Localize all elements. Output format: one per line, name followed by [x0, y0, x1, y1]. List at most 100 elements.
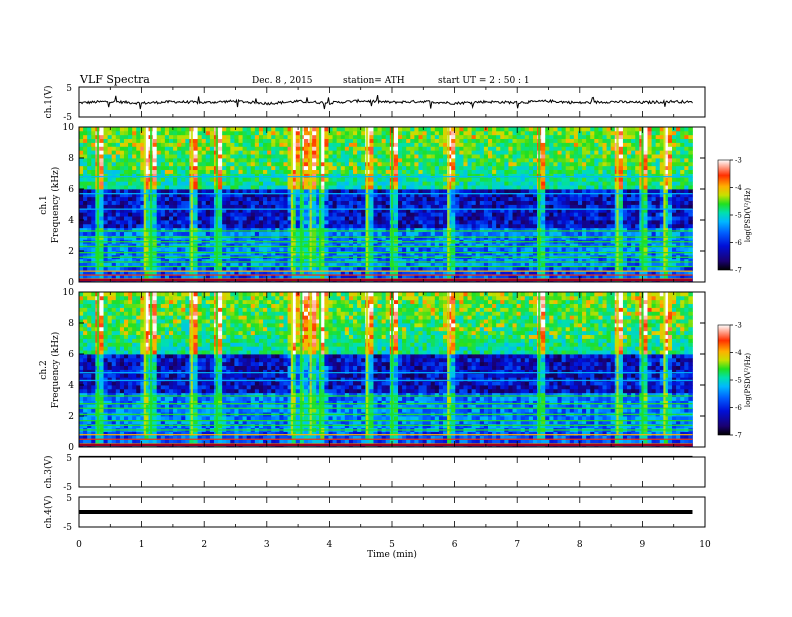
ch2-colorbar-label: log(PSD(V²/Hz): [744, 353, 752, 408]
burst-streak: [319, 127, 321, 270]
ch3-ytick-bottom: -5: [63, 483, 72, 493]
burst-streak: [538, 292, 540, 435]
freq-tick-label: 4: [68, 381, 74, 391]
freq-tick-label: 0: [68, 278, 74, 288]
ch1-colorbar: -3-4-5-6-7 log(PSD(V²/Hz): [718, 157, 752, 275]
burst-streak: [300, 127, 302, 270]
time-tick-label: 3: [264, 540, 270, 550]
burst-streak: [447, 127, 449, 270]
time-tick-label: 0: [76, 540, 82, 550]
burst-streak: [144, 292, 146, 435]
header-station: station= ATH: [343, 76, 405, 86]
freq-tick-label: 8: [68, 154, 74, 164]
narrowband-line: [79, 429, 693, 430]
ch1-colorbar-label: log(PSD(V²/Hz): [744, 188, 752, 243]
time-tick-label: 9: [640, 540, 646, 550]
time-tick-label: 6: [452, 540, 458, 550]
ch2-frequency-label: Frequency (kHz): [50, 332, 61, 409]
narrowband-line: [79, 261, 693, 262]
burst-streak: [310, 127, 312, 270]
colorbar-tick-label: -4: [735, 184, 742, 192]
ch1-spectrogram-image: [79, 127, 693, 282]
narrowband-line: [79, 252, 693, 253]
colorbar-tick-label: -7: [735, 432, 742, 440]
narrowband-line: [79, 246, 693, 247]
time-tick-label: 10: [699, 540, 711, 550]
burst-streak: [191, 292, 193, 435]
time-axis-label: Time (min): [367, 549, 417, 560]
narrowband-line: [79, 420, 693, 421]
narrowband-line: [79, 271, 693, 272]
narrowband-line: [79, 425, 693, 426]
freq-tick-label: 4: [68, 216, 74, 226]
ch1-colorbar-gradient: [718, 160, 730, 270]
narrowband-line: [79, 209, 693, 210]
ch1-waveform-ylabel: ch.1(V): [43, 86, 54, 119]
narrowband-line: [79, 241, 693, 242]
lf-band: [79, 444, 693, 447]
burst-streak: [150, 292, 152, 435]
ch1-waveform-trace: [79, 95, 693, 109]
burst-streak: [191, 127, 193, 270]
freq-tick-label: 10: [63, 123, 75, 133]
time-tick-label: 8: [577, 540, 583, 550]
burst-streak: [310, 292, 312, 435]
narrowband-line: [79, 193, 693, 194]
burst-streak: [616, 127, 618, 270]
colorbar-tick-label: -5: [735, 377, 742, 385]
lf-band: [79, 279, 693, 282]
freq-tick-label: 10: [63, 288, 75, 298]
colorbar-tick-label: -3: [735, 322, 742, 330]
burst-streak: [641, 127, 643, 270]
time-tick-label: 2: [201, 540, 207, 550]
burst-streak: [447, 292, 449, 435]
burst-streak: [319, 292, 321, 435]
header-date: Dec. 8 , 2015: [252, 76, 313, 86]
burst-streak: [391, 127, 393, 270]
ch3-waveform-panel: 5 -5 ch.3(V): [43, 454, 705, 493]
colorbar-tick-label: -7: [735, 267, 742, 275]
time-tick-label: 4: [327, 540, 333, 550]
header-start-time: start UT = 2 : 50 : 1: [438, 76, 530, 86]
burst-streak: [616, 292, 618, 435]
burst-streak: [216, 127, 218, 270]
burst-streak: [97, 127, 99, 270]
ch4-waveform-ylabel: ch.4(V): [43, 496, 54, 529]
burst-streak: [641, 292, 643, 435]
narrowband-line: [79, 414, 693, 415]
colorbar-tick-label: -5: [735, 212, 742, 220]
freq-tick-label: 6: [68, 185, 74, 195]
ch1-waveform-panel: 5 -5 ch.1(V): [43, 84, 705, 123]
ch1-ytick-top: 5: [66, 84, 72, 94]
ch1-ytick-bottom: -5: [63, 113, 72, 123]
burst-streak: [291, 292, 293, 435]
ch2-colorbar-gradient: [718, 325, 730, 435]
burst-streak: [291, 127, 293, 270]
freq-tick-label: 6: [68, 350, 74, 360]
colorbar-tick-label: -6: [735, 239, 742, 247]
burst-streak: [150, 127, 152, 270]
freq-tick-label: 2: [68, 247, 74, 257]
narrowband-line: [79, 408, 693, 409]
burst-streak: [366, 127, 368, 270]
ch1-channel-label: ch.1: [39, 195, 49, 214]
ch3-ytick-top: 5: [66, 454, 72, 464]
colorbar-tick-label: -6: [735, 404, 742, 412]
ch4-ytick-top: 5: [66, 494, 72, 504]
figure-title: VLF Spectra: [79, 73, 150, 86]
burst-streak: [216, 292, 218, 435]
ch2-channel-label: ch.2: [39, 360, 49, 379]
narrowband-line: [79, 274, 693, 275]
narrowband-line: [79, 439, 693, 440]
colorbar-tick-label: -4: [735, 349, 742, 357]
narrowband-line: [79, 237, 693, 238]
narrowband-line: [79, 403, 693, 404]
ch4-ytick-bottom: -5: [63, 523, 72, 533]
burst-streak: [97, 292, 99, 435]
burst-streak: [663, 292, 665, 435]
burst-streak: [144, 127, 146, 270]
